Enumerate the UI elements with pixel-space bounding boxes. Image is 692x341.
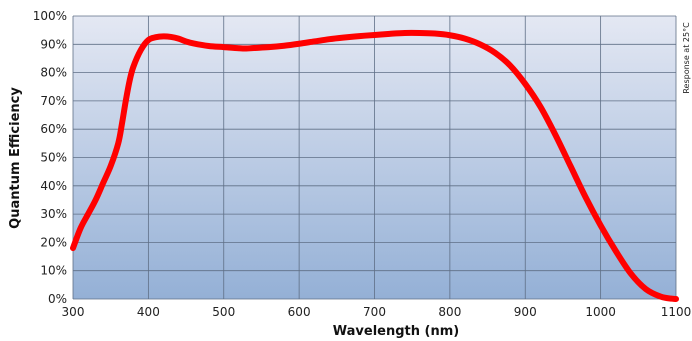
x-tick-label: 800 bbox=[438, 305, 461, 319]
y-tick-label: 30% bbox=[40, 207, 67, 221]
y-tick-label: 40% bbox=[40, 179, 67, 193]
y-tick-label: 0% bbox=[48, 292, 67, 306]
grid bbox=[72, 15, 677, 300]
x-axis-title: Wavelength (nm) bbox=[333, 324, 459, 339]
y-tick-label: 10% bbox=[40, 264, 67, 278]
x-tick-label: 600 bbox=[288, 305, 311, 319]
qe-curve-line bbox=[70, 29, 679, 302]
y-tick-label: 50% bbox=[40, 151, 67, 165]
x-tick-label: 300 bbox=[62, 305, 85, 319]
y-tick-label: 100% bbox=[33, 9, 67, 23]
x-tick-label: 400 bbox=[137, 305, 160, 319]
x-tick-labels: 300 400 500 600 700 800 900 1000 1100 bbox=[62, 305, 692, 319]
y-axis-title: Quantum Efficiency bbox=[8, 87, 23, 229]
x-tick-label: 1100 bbox=[661, 305, 692, 319]
x-tick-label: 500 bbox=[212, 305, 235, 319]
y-tick-label: 90% bbox=[40, 37, 67, 51]
y-tick-label: 80% bbox=[40, 66, 67, 80]
y-tick-labels: 0% 10% 20% 30% 40% 50% 60% 70% 80% 90% 100% bbox=[33, 9, 67, 306]
x-tick-label: 1000 bbox=[585, 305, 616, 319]
x-tick-label: 700 bbox=[363, 305, 386, 319]
y-tick-label: 60% bbox=[40, 122, 67, 136]
temperature-note: Response at 25°C bbox=[682, 22, 691, 94]
y-tick-label: 20% bbox=[40, 235, 67, 249]
x-tick-label: 900 bbox=[514, 305, 537, 319]
y-tick-label: 70% bbox=[40, 94, 67, 108]
